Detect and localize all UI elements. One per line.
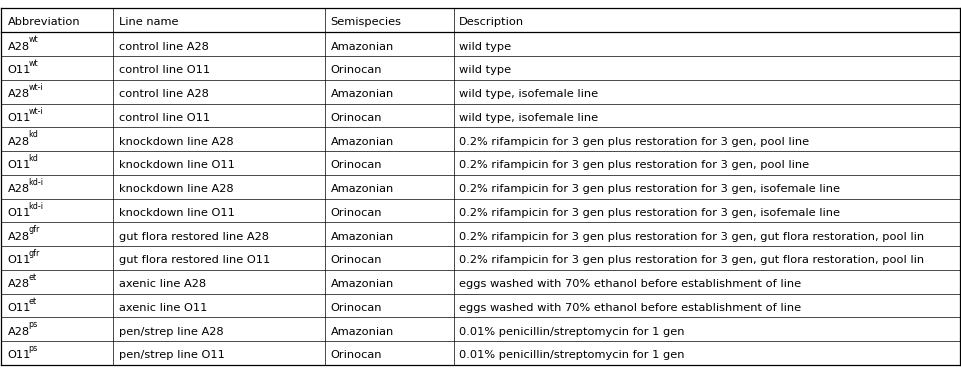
Text: Semispecies: Semispecies bbox=[331, 17, 402, 27]
Text: 0.2% rifampicin for 3 gen plus restoration for 3 gen, pool line: 0.2% rifampicin for 3 gen plus restorati… bbox=[459, 136, 809, 147]
Text: O11: O11 bbox=[8, 208, 31, 218]
Text: axenic line O11: axenic line O11 bbox=[119, 303, 208, 313]
Text: kd: kd bbox=[28, 154, 38, 163]
Text: A28: A28 bbox=[8, 89, 30, 99]
Text: et: et bbox=[28, 297, 37, 306]
Text: A28: A28 bbox=[8, 136, 30, 147]
Text: gut flora restored line O11: gut flora restored line O11 bbox=[119, 255, 270, 265]
Text: 0.2% rifampicin for 3 gen plus restoration for 3 gen, gut flora restoration, poo: 0.2% rifampicin for 3 gen plus restorati… bbox=[459, 231, 924, 242]
Text: control line A28: control line A28 bbox=[119, 89, 209, 99]
Text: A28: A28 bbox=[8, 326, 30, 337]
Text: pen/strep line O11: pen/strep line O11 bbox=[119, 350, 225, 360]
Text: Abbreviation: Abbreviation bbox=[8, 17, 81, 27]
Text: Amazonian: Amazonian bbox=[331, 326, 394, 337]
Text: Amazonian: Amazonian bbox=[331, 89, 394, 99]
Text: Orinocan: Orinocan bbox=[331, 65, 382, 75]
Text: 0.01% penicillin/streptomycin for 1 gen: 0.01% penicillin/streptomycin for 1 gen bbox=[459, 350, 685, 360]
Text: A28: A28 bbox=[8, 41, 30, 52]
Text: O11: O11 bbox=[8, 113, 31, 123]
Text: wt-i: wt-i bbox=[28, 83, 43, 92]
Text: wild type: wild type bbox=[459, 41, 511, 52]
Text: Amazonian: Amazonian bbox=[331, 41, 394, 52]
Text: knockdown line A28: knockdown line A28 bbox=[119, 136, 234, 147]
Text: eggs washed with 70% ethanol before establishment of line: eggs washed with 70% ethanol before esta… bbox=[459, 303, 801, 313]
Text: control line O11: control line O11 bbox=[119, 113, 210, 123]
Text: knockdown line A28: knockdown line A28 bbox=[119, 184, 234, 194]
Text: A28: A28 bbox=[8, 231, 30, 242]
Text: wt: wt bbox=[28, 59, 37, 68]
Text: wt: wt bbox=[28, 35, 37, 44]
Text: 0.2% rifampicin for 3 gen plus restoration for 3 gen, pool line: 0.2% rifampicin for 3 gen plus restorati… bbox=[459, 160, 809, 170]
Text: knockdown line O11: knockdown line O11 bbox=[119, 208, 235, 218]
Text: kd-i: kd-i bbox=[28, 178, 43, 187]
Text: Amazonian: Amazonian bbox=[331, 231, 394, 242]
Text: O11: O11 bbox=[8, 65, 31, 75]
Text: control line A28: control line A28 bbox=[119, 41, 209, 52]
Text: gfr: gfr bbox=[28, 249, 39, 258]
Text: wild type, isofemale line: wild type, isofemale line bbox=[459, 113, 599, 123]
Text: ps: ps bbox=[28, 320, 37, 329]
Text: 0.2% rifampicin for 3 gen plus restoration for 3 gen, isofemale line: 0.2% rifampicin for 3 gen plus restorati… bbox=[459, 208, 840, 218]
Text: A28: A28 bbox=[8, 279, 30, 289]
Text: Orinocan: Orinocan bbox=[331, 350, 382, 360]
Text: gut flora restored line A28: gut flora restored line A28 bbox=[119, 231, 269, 242]
Text: knockdown line O11: knockdown line O11 bbox=[119, 160, 235, 170]
Text: Orinocan: Orinocan bbox=[331, 303, 382, 313]
Text: A28: A28 bbox=[8, 184, 30, 194]
Text: Line name: Line name bbox=[119, 17, 179, 27]
Text: Description: Description bbox=[459, 17, 525, 27]
Text: Amazonian: Amazonian bbox=[331, 279, 394, 289]
Text: et: et bbox=[28, 273, 37, 282]
Text: 0.01% penicillin/streptomycin for 1 gen: 0.01% penicillin/streptomycin for 1 gen bbox=[459, 326, 685, 337]
Text: Orinocan: Orinocan bbox=[331, 208, 382, 218]
Text: Orinocan: Orinocan bbox=[331, 160, 382, 170]
Text: eggs washed with 70% ethanol before establishment of line: eggs washed with 70% ethanol before esta… bbox=[459, 279, 801, 289]
Text: Amazonian: Amazonian bbox=[331, 136, 394, 147]
Text: Amazonian: Amazonian bbox=[331, 184, 394, 194]
Text: O11: O11 bbox=[8, 255, 31, 265]
Text: O11: O11 bbox=[8, 303, 31, 313]
Text: Orinocan: Orinocan bbox=[331, 113, 382, 123]
Text: wild type, isofemale line: wild type, isofemale line bbox=[459, 89, 599, 99]
Text: Orinocan: Orinocan bbox=[331, 255, 382, 265]
Text: ps: ps bbox=[28, 344, 37, 353]
Text: control line O11: control line O11 bbox=[119, 65, 210, 75]
Text: 0.2% rifampicin for 3 gen plus restoration for 3 gen, gut flora restoration, poo: 0.2% rifampicin for 3 gen plus restorati… bbox=[459, 255, 924, 265]
Text: wt-i: wt-i bbox=[28, 107, 43, 116]
Text: kd-i: kd-i bbox=[28, 202, 43, 211]
Text: kd: kd bbox=[28, 130, 38, 139]
Text: O11: O11 bbox=[8, 350, 31, 360]
Text: gfr: gfr bbox=[28, 225, 39, 234]
Text: axenic line A28: axenic line A28 bbox=[119, 279, 207, 289]
Text: wild type: wild type bbox=[459, 65, 511, 75]
Text: O11: O11 bbox=[8, 160, 31, 170]
Text: 0.2% rifampicin for 3 gen plus restoration for 3 gen, isofemale line: 0.2% rifampicin for 3 gen plus restorati… bbox=[459, 184, 840, 194]
Text: pen/strep line A28: pen/strep line A28 bbox=[119, 326, 224, 337]
